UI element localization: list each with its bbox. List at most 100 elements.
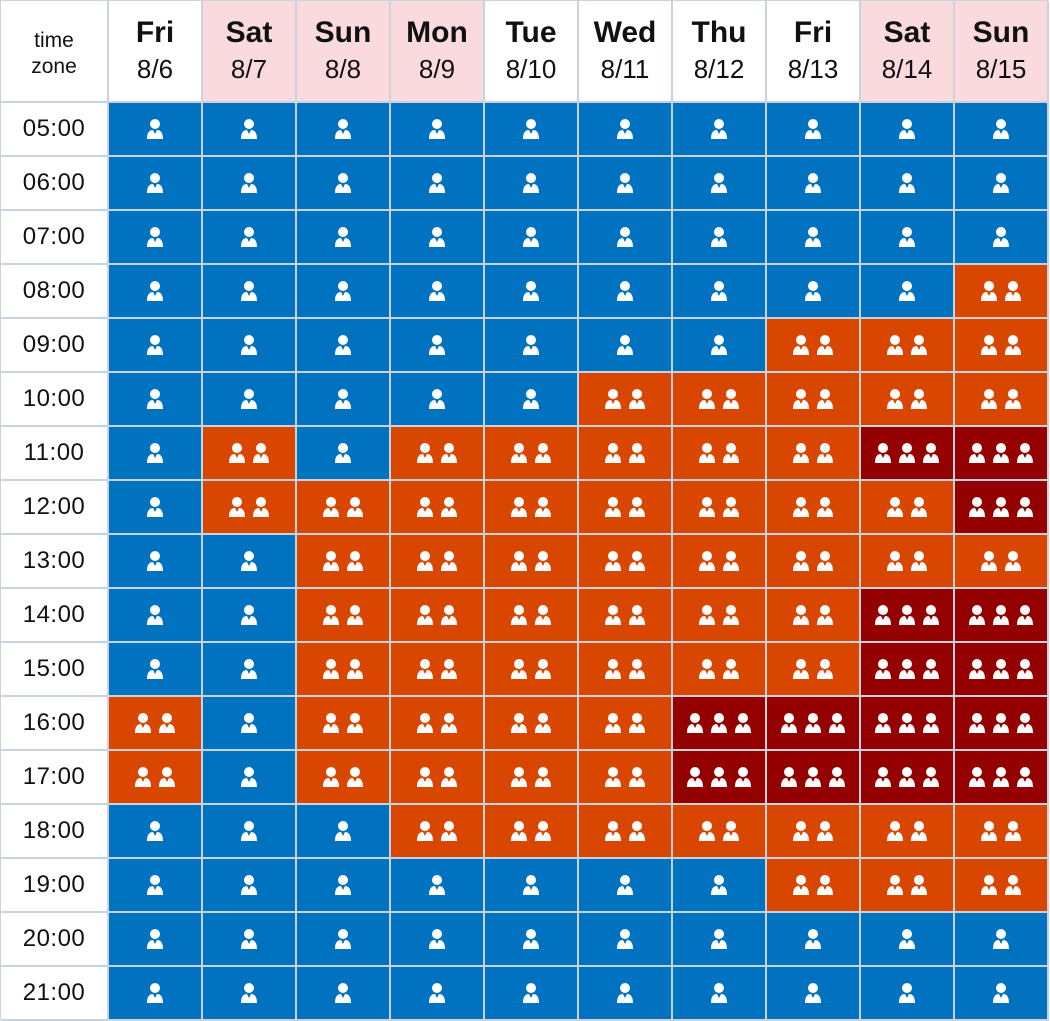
person-icon [429, 983, 445, 1003]
person-icon [1017, 767, 1033, 787]
person-icon [629, 605, 645, 625]
person-icon [969, 497, 985, 517]
person-icon [323, 659, 339, 679]
person-icon [793, 875, 809, 895]
person-icon [723, 659, 739, 679]
person-icon [441, 443, 457, 463]
person-icon [911, 497, 927, 517]
crowd-slot [109, 211, 203, 265]
crowd-slot [109, 535, 203, 589]
crowd-slot [579, 913, 673, 967]
person-icon [629, 821, 645, 841]
crowd-slot [297, 805, 391, 859]
person-icon [629, 767, 645, 787]
person-icon [241, 659, 257, 679]
person-icon [241, 335, 257, 355]
person-icon [429, 173, 445, 193]
crowd-slot [485, 805, 579, 859]
crowd-slot [861, 103, 955, 157]
crowd-slot [955, 319, 1049, 373]
crowd-slot [391, 265, 485, 319]
person-icon [441, 551, 457, 571]
person-icon [981, 875, 997, 895]
person-icon [417, 497, 433, 517]
crowd-slot [485, 535, 579, 589]
crowd-slot [767, 157, 861, 211]
person-icon [605, 443, 621, 463]
person-icon [335, 119, 351, 139]
time-label: 17:00 [1, 751, 109, 805]
time-label: 11:00 [1, 427, 109, 481]
person-icon [241, 173, 257, 193]
person-icon [605, 713, 621, 733]
person-icon [617, 173, 633, 193]
person-icon [969, 659, 985, 679]
person-icon [605, 389, 621, 409]
person-icon [981, 335, 997, 355]
crowd-slot [955, 535, 1049, 589]
crowd-slot [767, 859, 861, 913]
crowd-slot [767, 211, 861, 265]
person-icon [981, 551, 997, 571]
crowd-slot [109, 913, 203, 967]
person-icon [335, 173, 351, 193]
crowd-slot [297, 913, 391, 967]
person-icon [511, 767, 527, 787]
crowd-slot [391, 967, 485, 1021]
crowd-slot [673, 373, 767, 427]
person-icon [535, 659, 551, 679]
person-icon [1005, 335, 1021, 355]
person-icon [805, 119, 821, 139]
person-icon [147, 173, 163, 193]
person-icon [781, 767, 797, 787]
crowd-slot [673, 913, 767, 967]
day-header: Fri 8/6 [109, 1, 203, 103]
crowd-slot [109, 265, 203, 319]
day-header: Fri 8/13 [767, 1, 861, 103]
crowd-slot [673, 859, 767, 913]
person-icon [335, 875, 351, 895]
person-icon [335, 821, 351, 841]
person-icon [335, 281, 351, 301]
crowd-slot [391, 913, 485, 967]
person-icon [687, 713, 703, 733]
person-icon [335, 929, 351, 949]
person-icon [429, 875, 445, 895]
person-icon [241, 875, 257, 895]
person-icon [805, 929, 821, 949]
person-icon [147, 929, 163, 949]
crowd-slot [485, 427, 579, 481]
person-icon [241, 983, 257, 1003]
person-icon [147, 605, 163, 625]
person-icon [993, 497, 1009, 517]
person-icon [535, 605, 551, 625]
person-icon [793, 659, 809, 679]
person-icon [323, 767, 339, 787]
corner-header: time zone [1, 1, 109, 103]
day-name: Sat [225, 16, 273, 49]
day-date: 8/6 [136, 54, 174, 84]
crowd-slot [579, 589, 673, 643]
crowd-slot [485, 697, 579, 751]
person-icon [523, 173, 539, 193]
crowd-slot [297, 373, 391, 427]
crowd-slot [579, 805, 673, 859]
person-icon [617, 983, 633, 1003]
crowd-slot [673, 697, 767, 751]
crowd-slot [861, 859, 955, 913]
person-icon [699, 659, 715, 679]
crowd-slot [391, 427, 485, 481]
crowd-slot [579, 319, 673, 373]
person-icon [323, 713, 339, 733]
crowd-slot [861, 427, 955, 481]
person-icon [147, 281, 163, 301]
person-icon [605, 821, 621, 841]
person-icon [875, 659, 891, 679]
person-icon [417, 767, 433, 787]
person-icon [923, 443, 939, 463]
person-icon [711, 173, 727, 193]
person-icon [699, 443, 715, 463]
person-icon [711, 713, 727, 733]
person-icon [735, 767, 751, 787]
